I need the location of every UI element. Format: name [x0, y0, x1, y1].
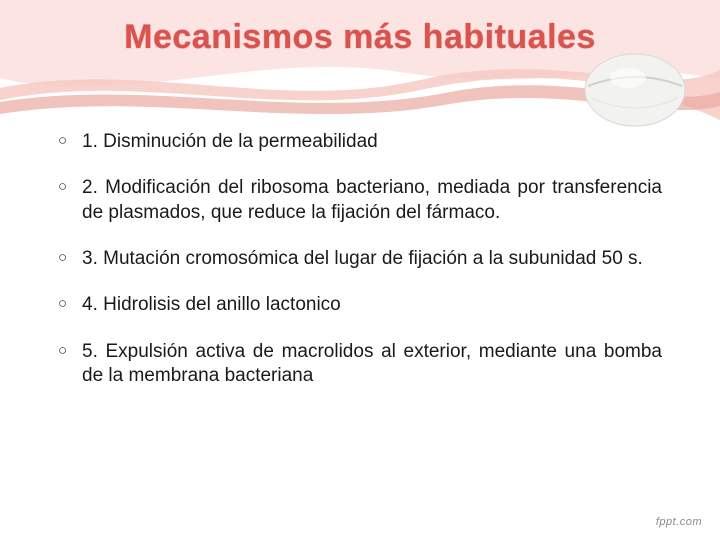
bullet-item: 1. Disminución de la permeabilidad [58, 130, 662, 154]
pill-graphic [580, 48, 690, 133]
bullet-item: 4. Hidrolisis del anillo lactonico [58, 293, 662, 317]
slide-title: Mecanismos más habituales [0, 18, 720, 57]
bullet-item: 5. Expulsión activa de macrolidos al ext… [58, 340, 662, 389]
bullet-item: 2. Modificación del ribosoma bacteriano,… [58, 176, 662, 225]
bullet-list: 1. Disminución de la permeabilidad 2. Mo… [58, 130, 662, 410]
bullet-item: 3. Mutación cromosómica del lugar de fij… [58, 247, 662, 271]
footer-attribution: fppt.com [656, 516, 702, 528]
